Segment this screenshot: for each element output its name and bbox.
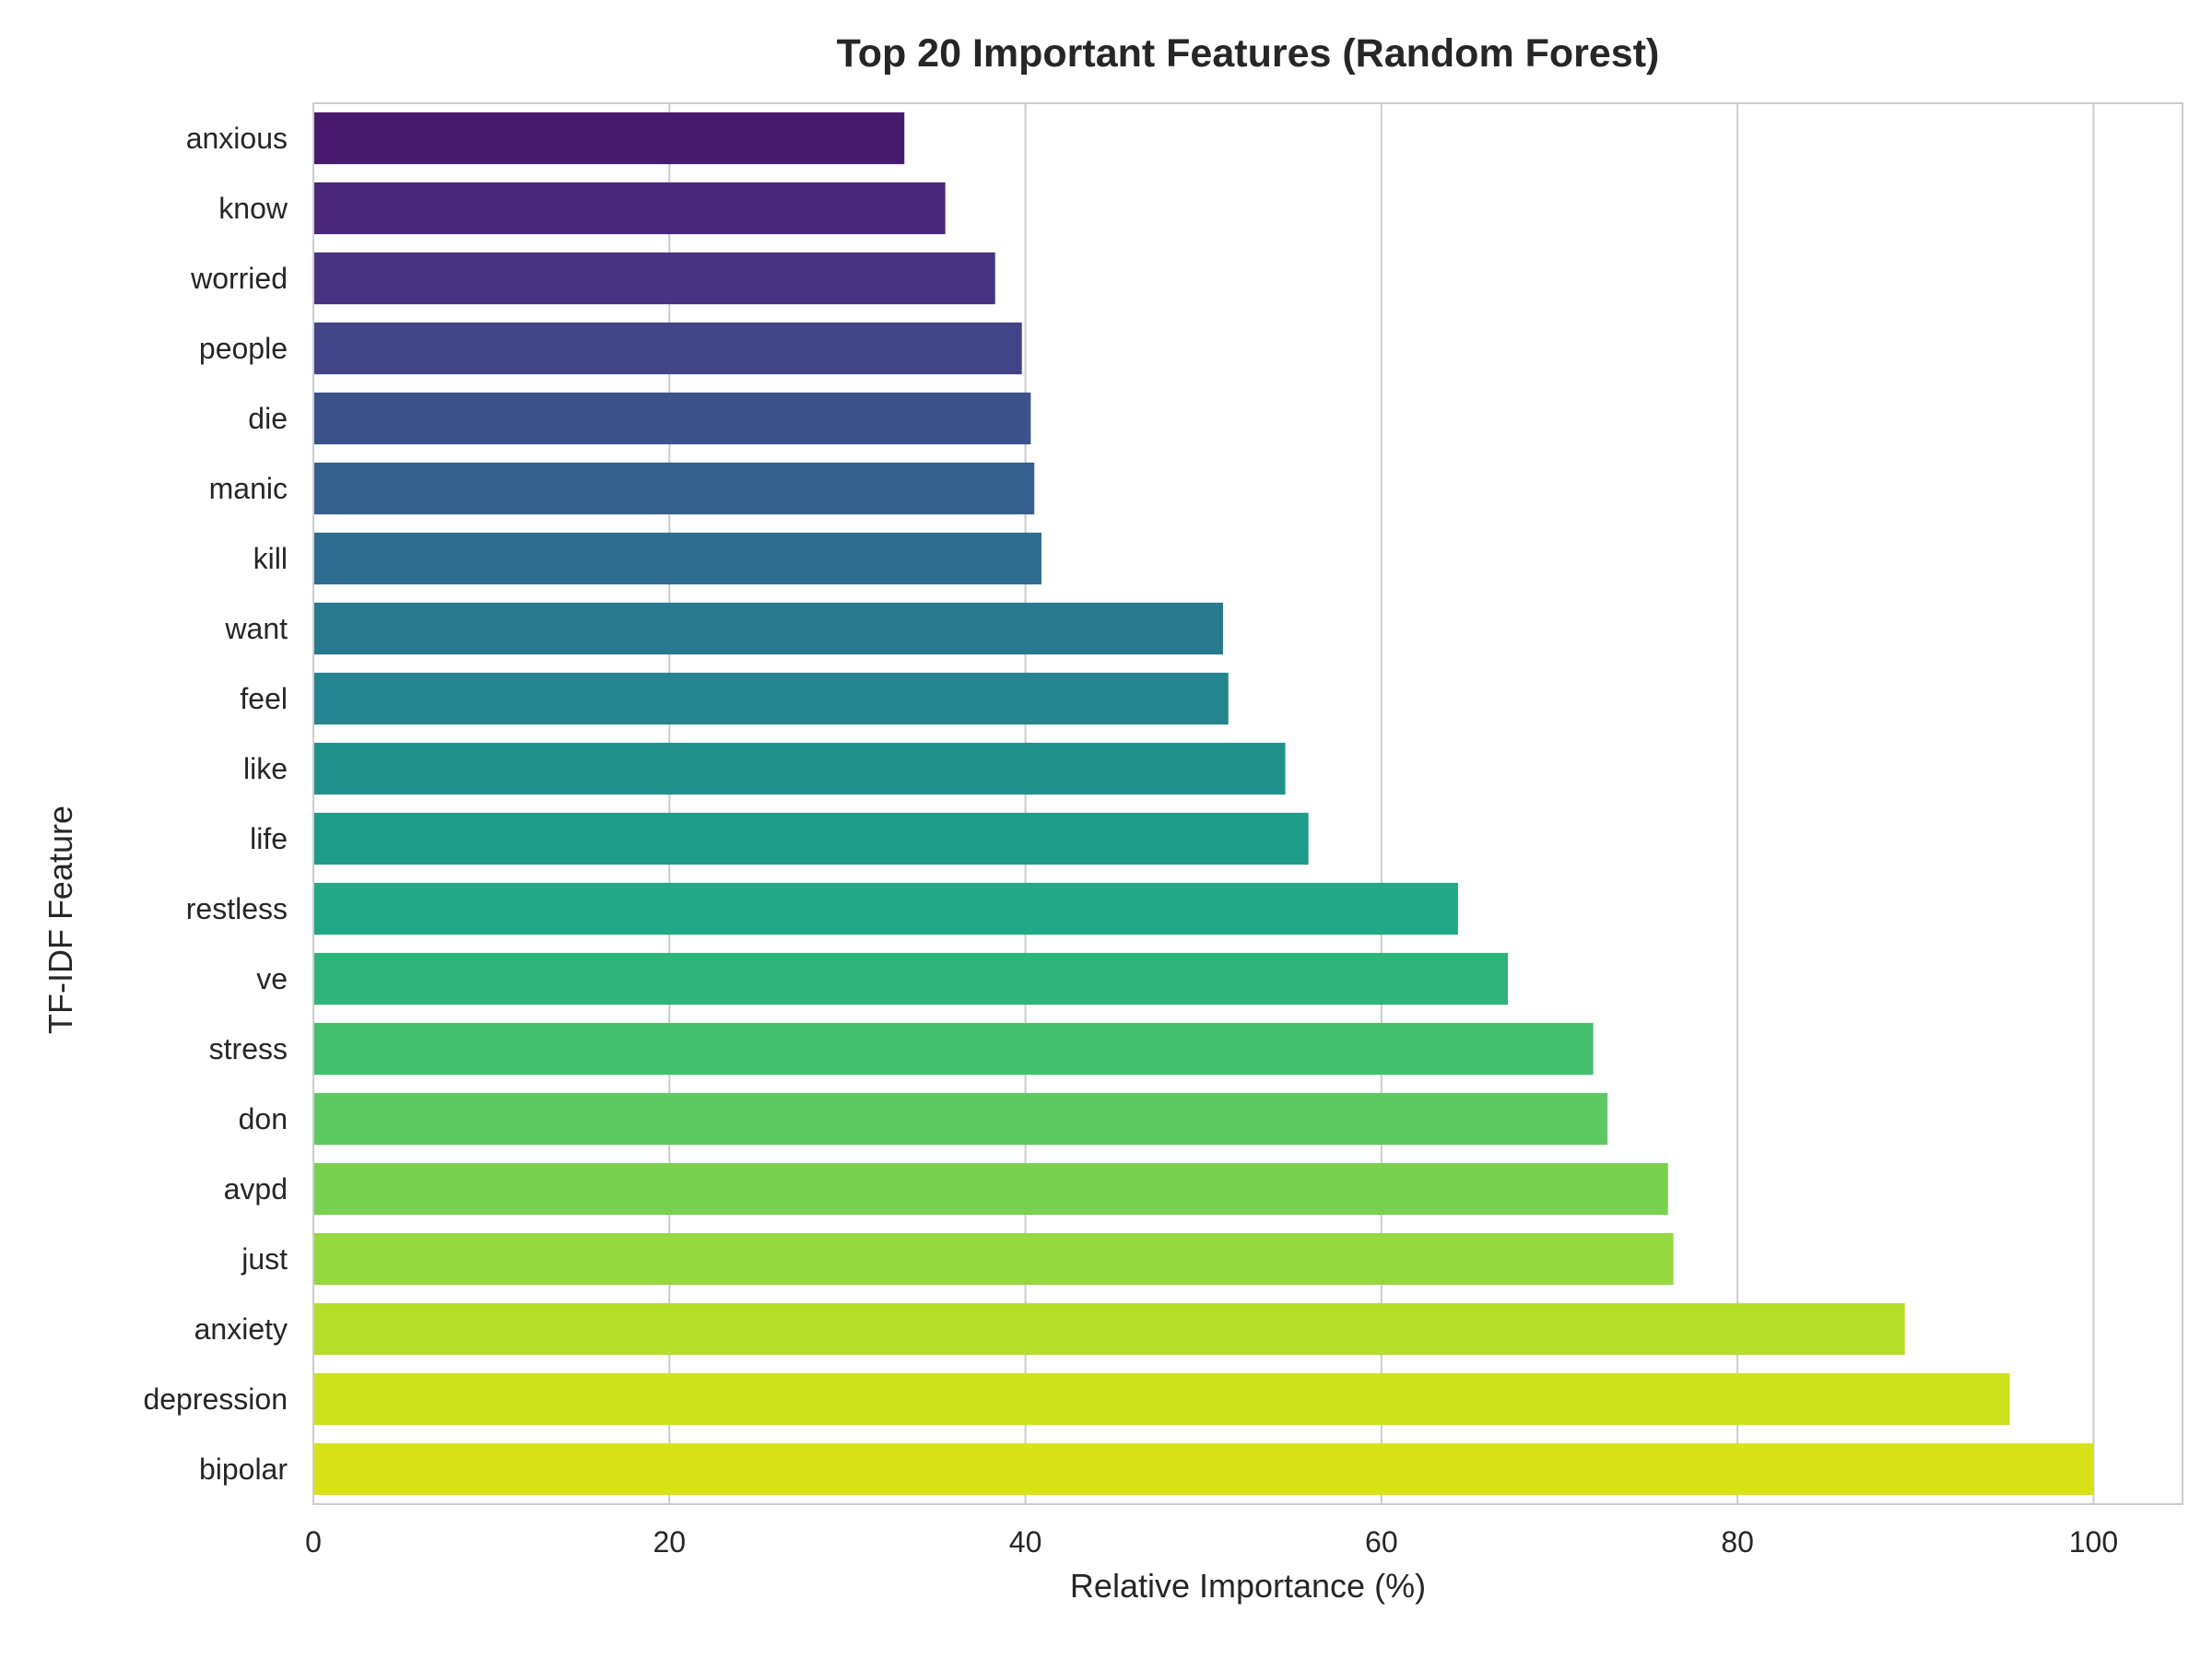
- y-tick-label: anxiety: [194, 1312, 288, 1346]
- y-tick-label: just: [241, 1242, 288, 1276]
- bar-people: [313, 322, 1022, 375]
- x-tick-labels: 0 20 40 60 80 100: [305, 1525, 2118, 1559]
- y-tick-labels: anxious know worried people die manic kill want…: [143, 122, 288, 1486]
- y-tick-label: ve: [256, 962, 288, 995]
- bar-restless: [313, 882, 1458, 935]
- bar-depression: [313, 1372, 2010, 1426]
- plot-area-frame: [312, 102, 2183, 1505]
- y-tick-label: bipolar: [199, 1453, 288, 1486]
- x-tick-label: 20: [653, 1525, 686, 1559]
- bar-worried: [313, 252, 995, 305]
- y-tick-label: know: [218, 192, 288, 225]
- y-tick-label: depression: [143, 1382, 288, 1416]
- x-tick-label: 60: [1365, 1525, 1398, 1559]
- bar-just: [313, 1232, 1674, 1286]
- x-axis-label: Relative Importance (%): [1069, 1567, 1427, 1605]
- y-tick-label: anxious: [186, 122, 288, 155]
- y-tick-label: don: [239, 1102, 288, 1135]
- x-tick-label: 40: [1009, 1525, 1042, 1559]
- y-tick-label: stress: [209, 1032, 288, 1065]
- bar-die: [313, 392, 1031, 445]
- x-tick-label: 100: [2069, 1525, 2118, 1559]
- y-tick-label: restless: [186, 892, 288, 925]
- bar-know: [313, 182, 946, 235]
- bar-ve: [313, 952, 1508, 1006]
- bar-manic: [313, 462, 1035, 515]
- bar-feel: [313, 672, 1229, 725]
- bar-want: [313, 602, 1223, 655]
- bar-anxious: [313, 112, 905, 165]
- bar-anxiety: [313, 1302, 1905, 1356]
- bar-stress: [313, 1022, 1594, 1076]
- y-tick-label: life: [250, 822, 288, 855]
- y-tick-label: people: [199, 332, 288, 365]
- x-tick-label: 80: [1721, 1525, 1754, 1559]
- bar-avpd: [313, 1162, 1668, 1216]
- chart-title: Top 20 Important Features (Random Forest…: [836, 31, 1660, 76]
- y-tick-label: die: [248, 402, 288, 435]
- bar-kill: [313, 532, 1041, 585]
- y-tick-label: kill: [253, 542, 288, 575]
- y-tick-label: feel: [240, 682, 288, 715]
- x-tick-label: 0: [305, 1525, 322, 1559]
- bar-like: [313, 742, 1286, 795]
- y-tick-label: avpd: [224, 1172, 288, 1206]
- bars: [313, 112, 2094, 1496]
- y-tick-label: like: [243, 752, 288, 785]
- bar-life: [313, 812, 1309, 865]
- y-tick-label: worried: [190, 262, 288, 295]
- y-tick-label: want: [224, 612, 288, 645]
- bar-don: [313, 1092, 1608, 1146]
- bar-bipolar: [313, 1442, 2094, 1496]
- y-tick-label: manic: [209, 472, 288, 505]
- grid-lines: [312, 103, 2095, 1504]
